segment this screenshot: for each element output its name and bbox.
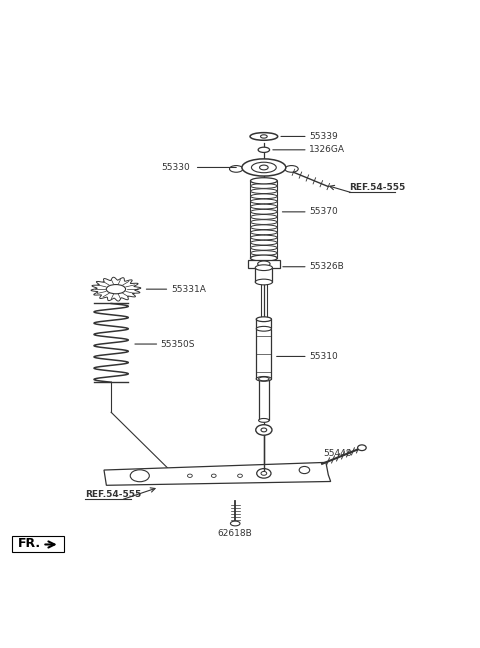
Ellipse shape (285, 165, 298, 172)
Text: 55370: 55370 (309, 207, 338, 216)
Ellipse shape (260, 165, 268, 170)
Ellipse shape (358, 445, 366, 450)
Ellipse shape (230, 521, 240, 526)
Ellipse shape (261, 472, 267, 475)
Ellipse shape (258, 261, 270, 267)
Ellipse shape (256, 376, 272, 381)
Text: 55326B: 55326B (309, 262, 344, 272)
Text: 62618B: 62618B (218, 529, 252, 538)
Ellipse shape (251, 255, 277, 261)
Ellipse shape (251, 235, 277, 240)
Ellipse shape (255, 279, 273, 285)
Text: 55350S: 55350S (161, 340, 195, 349)
Ellipse shape (256, 327, 272, 331)
Ellipse shape (106, 284, 126, 294)
Ellipse shape (299, 467, 310, 474)
Ellipse shape (251, 194, 277, 199)
Ellipse shape (251, 214, 277, 219)
Ellipse shape (251, 178, 277, 183)
Text: 55330: 55330 (161, 163, 190, 172)
Text: REF.54-555: REF.54-555 (85, 490, 141, 499)
FancyBboxPatch shape (248, 260, 280, 268)
Text: 55310: 55310 (309, 352, 338, 361)
Ellipse shape (255, 265, 273, 271)
Ellipse shape (251, 199, 277, 204)
Ellipse shape (251, 183, 277, 189)
Ellipse shape (256, 424, 272, 435)
Ellipse shape (259, 377, 269, 381)
Ellipse shape (251, 220, 277, 224)
Text: 55331A: 55331A (171, 284, 205, 294)
Ellipse shape (252, 162, 276, 173)
Ellipse shape (261, 428, 267, 432)
FancyBboxPatch shape (256, 319, 272, 328)
Ellipse shape (251, 209, 277, 214)
FancyBboxPatch shape (255, 268, 273, 282)
FancyBboxPatch shape (259, 379, 269, 421)
FancyBboxPatch shape (12, 536, 64, 552)
Polygon shape (104, 463, 331, 485)
Ellipse shape (259, 419, 269, 422)
FancyBboxPatch shape (256, 329, 272, 379)
Text: 55339: 55339 (309, 132, 338, 141)
Ellipse shape (261, 135, 267, 138)
Ellipse shape (251, 240, 277, 245)
Ellipse shape (251, 246, 277, 250)
Text: FR.: FR. (18, 537, 41, 550)
Ellipse shape (251, 204, 277, 209)
Text: 55448: 55448 (323, 449, 351, 458)
Ellipse shape (229, 165, 243, 172)
Ellipse shape (211, 474, 216, 478)
Ellipse shape (242, 159, 286, 176)
Ellipse shape (251, 256, 277, 260)
Ellipse shape (257, 469, 271, 478)
Ellipse shape (251, 251, 277, 255)
Ellipse shape (251, 178, 277, 184)
Ellipse shape (258, 147, 270, 152)
Ellipse shape (251, 225, 277, 229)
Ellipse shape (238, 474, 242, 478)
Ellipse shape (251, 230, 277, 235)
Ellipse shape (130, 470, 149, 481)
Ellipse shape (256, 317, 272, 321)
Text: 1326GA: 1326GA (309, 145, 345, 154)
Ellipse shape (250, 133, 278, 140)
Text: REF.54-555: REF.54-555 (349, 183, 405, 192)
Ellipse shape (251, 189, 277, 194)
Ellipse shape (188, 474, 192, 478)
